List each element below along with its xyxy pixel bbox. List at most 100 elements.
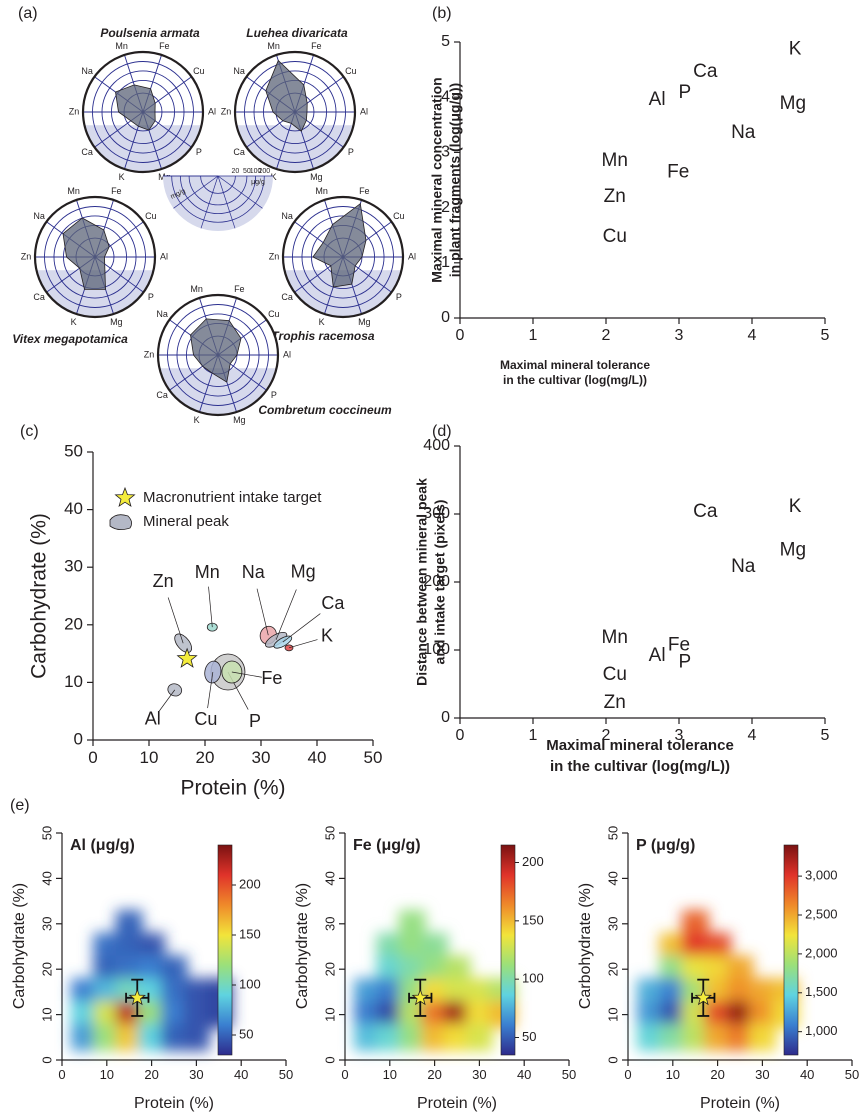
x-tick-label: 40 xyxy=(234,1067,248,1082)
x-tick-label: 5 xyxy=(821,727,830,744)
radar-axis-label: Fe xyxy=(311,41,322,51)
panel-label: (a) xyxy=(18,5,38,22)
scale-key-label: 100 xyxy=(250,168,262,175)
y-tick-label: 0 xyxy=(441,309,450,326)
x-axis-title: Maximal mineral tolerance xyxy=(500,358,650,372)
species-name: Combretum coccineum xyxy=(258,403,392,417)
radar-axis-label: Mn xyxy=(315,186,328,196)
panel-label: (e) xyxy=(10,797,30,814)
radar-axis-label: Al xyxy=(408,251,416,261)
radar-rim xyxy=(233,50,357,174)
radar-axis-label: K xyxy=(119,172,125,182)
x-axis-title: Protein (%) xyxy=(180,777,285,800)
scale-key-spoke xyxy=(200,175,219,229)
panel-label: (d) xyxy=(432,423,452,440)
radar-chart: Mn Fe Cu Al P Mg K Ca Zn Na xyxy=(144,284,291,425)
x-tick-label: 0 xyxy=(88,748,97,767)
x-tick-label: 1 xyxy=(529,327,538,344)
y-axis-title: Carbohydrate (%) xyxy=(577,883,594,1009)
y-tick-label: 1 xyxy=(441,254,450,271)
radar-axis-label: Mn xyxy=(115,41,128,51)
species-name: Poulsenia armata xyxy=(100,26,200,40)
point-label: Ca xyxy=(693,501,718,522)
panel-label: (b) xyxy=(432,5,452,22)
x-tick-label: 30 xyxy=(252,748,271,767)
panel-label: (c) xyxy=(20,423,39,440)
heatmap-cell xyxy=(93,1023,121,1051)
leader-line xyxy=(231,671,262,678)
x-tick-label: 1 xyxy=(529,727,538,744)
scale-key-ring xyxy=(188,175,248,206)
radar-axis-label: K xyxy=(271,172,277,182)
y-tick-label: 20 xyxy=(64,614,83,633)
radar-rim xyxy=(33,195,157,319)
x-tick-label: 20 xyxy=(710,1067,724,1082)
x-axis-title: Maximal mineral tolerance xyxy=(546,737,734,754)
radar-chart: Mn Fe Cu Al P Mg K Ca Zn Na xyxy=(221,41,368,182)
scale-key-ring xyxy=(200,175,236,194)
point-label: P xyxy=(678,82,691,103)
y-tick-label: 2 xyxy=(441,199,450,216)
radar-axis-label: Zn xyxy=(69,106,80,116)
colorbar-label: 100 xyxy=(239,976,261,991)
y-tick-label: 30 xyxy=(605,917,620,931)
x-tick-label: 50 xyxy=(364,748,383,767)
y-tick-label: 30 xyxy=(64,557,83,576)
y-axis-title: Carbohydrate (%) xyxy=(11,883,28,1009)
peak-label: Ca xyxy=(321,593,345,613)
radar-axis-label: Zn xyxy=(144,349,155,359)
y-tick-label: 10 xyxy=(64,672,83,691)
y-tick-label: 4 xyxy=(441,88,450,105)
point-label: Cu xyxy=(603,226,627,247)
point-label: Al xyxy=(649,645,666,666)
x-tick-label: 20 xyxy=(196,748,215,767)
x-tick-label: 30 xyxy=(472,1067,486,1082)
scale-key-disc xyxy=(163,176,273,231)
x-tick-label: 4 xyxy=(748,327,757,344)
colorbar-label: 200 xyxy=(522,854,544,869)
radar-axis-label: Na xyxy=(233,66,245,76)
radar-axis-label: Cu xyxy=(145,211,157,221)
radar-axis-label: Na xyxy=(81,66,93,76)
radar-axis-label: P xyxy=(348,147,354,157)
tolerance-region xyxy=(284,270,402,318)
legend-label: Macronutrient intake target xyxy=(143,489,322,506)
x-tick-label: 30 xyxy=(755,1067,769,1082)
radar-axis-label: K xyxy=(319,317,325,327)
y-tick-label: 20 xyxy=(322,962,337,976)
radar-axis-label: Na xyxy=(281,211,293,221)
peak-label: Mg xyxy=(291,562,316,582)
x-tick-label: 0 xyxy=(456,327,465,344)
y-tick-label: 40 xyxy=(322,871,337,885)
point-label: Ca xyxy=(693,61,718,82)
radar-shape xyxy=(62,217,110,290)
radar-axis-label: P xyxy=(148,292,154,302)
x-tick-label: 10 xyxy=(383,1067,397,1082)
colorbar-label: 150 xyxy=(522,912,544,927)
point-label: P xyxy=(678,651,691,672)
colorbar xyxy=(783,844,799,1056)
y-axis-title: and intake target (pixels) xyxy=(432,500,448,665)
radar-axis-label: P xyxy=(196,147,202,157)
y-tick-label: 50 xyxy=(605,826,620,840)
colorbar-label: 50 xyxy=(522,1029,536,1044)
radar-axis-label: Al xyxy=(360,106,368,116)
heatmap-field xyxy=(636,910,799,1051)
point-label: Mg xyxy=(780,93,806,114)
x-axis-title: Protein (%) xyxy=(700,1095,780,1112)
x-tick-label: 40 xyxy=(308,748,327,767)
radar-axis-label: Mg xyxy=(233,415,246,425)
x-tick-label: 50 xyxy=(279,1067,293,1082)
radar-axis-label: Ca xyxy=(233,147,245,157)
species-name: Luehea divaricata xyxy=(246,26,348,40)
leader-line xyxy=(207,671,214,709)
radar-axis-label: Mn xyxy=(267,41,280,51)
x-tick-label: 0 xyxy=(456,727,465,744)
radar-axis-label: Ca xyxy=(281,292,293,302)
x-tick-label: 0 xyxy=(58,1067,65,1082)
leader-line xyxy=(282,613,321,643)
point-label: K xyxy=(789,496,802,517)
colorbar xyxy=(217,844,233,1056)
y-axis-title: Maximal mineral concentration xyxy=(429,77,445,282)
peak-label: Al xyxy=(145,709,161,729)
